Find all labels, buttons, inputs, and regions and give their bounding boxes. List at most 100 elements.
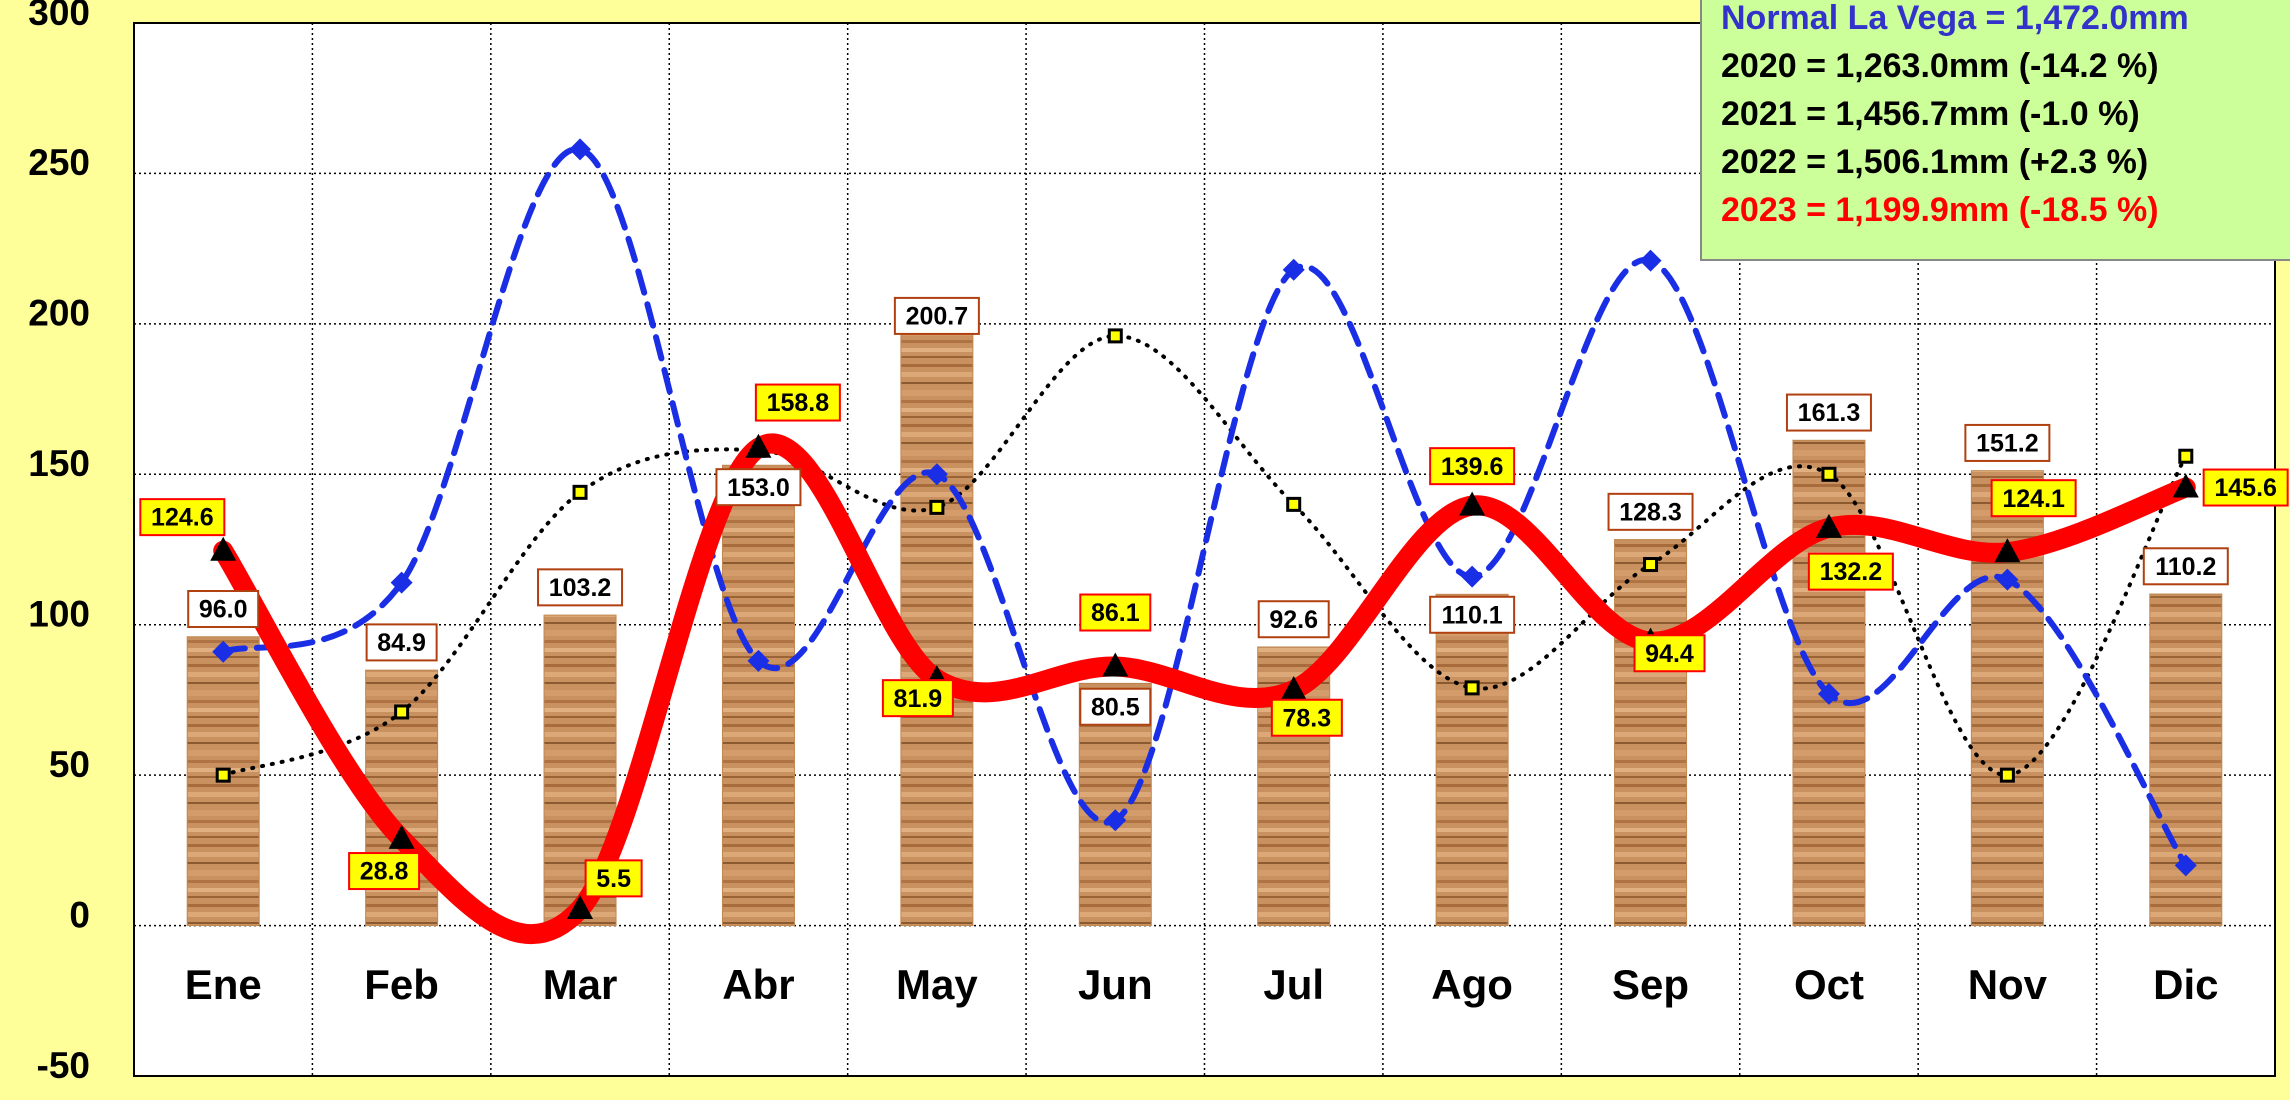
x-tick-label: Dic [2153, 961, 2218, 1008]
data-label-group: 92.6 [1257, 600, 1330, 639]
data-label-group: 103.2 [537, 568, 624, 607]
marker [1461, 565, 1484, 588]
y-tick-label: -50 [37, 1045, 90, 1086]
marker [390, 571, 413, 594]
annotation: 2022 = 1,506.1mm (+2.3 %) [1721, 143, 2148, 181]
data-label-box [1429, 447, 1516, 486]
marker [1817, 682, 1840, 705]
x-tick-label: Jul [1263, 961, 1324, 1008]
data-label: 80.5 [1091, 693, 1140, 721]
marker [572, 484, 588, 500]
data-label-box [1633, 634, 1706, 673]
marker [1999, 767, 2015, 783]
data-label: 124.1 [2002, 485, 2065, 513]
data-label-group: 161.3 [1785, 393, 1872, 432]
data-label: 151.2 [1976, 430, 2039, 458]
data-label-group: 28.8 [348, 852, 421, 891]
data-label: 145.6 [2214, 474, 2277, 502]
data-label-group: 139.6 [1429, 447, 1516, 486]
data-label: 132.2 [1820, 558, 1883, 586]
data-label-group: 158.8 [754, 383, 841, 422]
data-label-box [1964, 423, 2051, 462]
marker [2172, 473, 2199, 498]
data-label-box [139, 498, 226, 537]
x-tick-label: Jun [1078, 961, 1153, 1008]
x-tick-label: Ene [185, 961, 262, 1008]
data-label: 92.6 [1269, 606, 1318, 634]
data-label: 84.9 [377, 629, 426, 657]
marker [1107, 328, 1123, 344]
y-tick-label: 50 [49, 744, 90, 785]
data-label: 78.3 [1283, 704, 1332, 732]
data-label: 200.7 [906, 303, 969, 331]
y-tick-label: 100 [28, 593, 90, 634]
bar [721, 464, 795, 927]
data-label-group: 110.2 [2142, 547, 2229, 586]
data-label: 161.3 [1798, 399, 1861, 427]
marker [1994, 538, 2021, 563]
marker [747, 649, 770, 672]
y-tick-label: 0 [69, 894, 90, 935]
data-label: 86.1 [1091, 599, 1140, 627]
x-tick-label: Abr [722, 961, 794, 1008]
data-label-box [881, 679, 954, 718]
data-label: 110.1 [1442, 601, 1503, 629]
data-label-group: 128.3 [1607, 492, 1694, 531]
marker [1821, 466, 1837, 482]
data-label-group: 153.0 [715, 468, 802, 507]
marker [212, 640, 235, 663]
marker [1459, 491, 1486, 516]
data-label-group: 151.2 [1964, 423, 2051, 462]
data-label-box [1270, 698, 1343, 737]
y-tick-label: 300 [28, 0, 90, 33]
y-tick-label: 250 [28, 142, 90, 183]
marker [1643, 557, 1659, 573]
data-label: 28.8 [360, 858, 409, 886]
data-label-group: 124.1 [1990, 479, 2077, 518]
data-label-group: 200.7 [893, 296, 980, 335]
data-label: 153.0 [727, 474, 790, 502]
data-label: 5.5 [596, 865, 631, 893]
marker [1639, 249, 1662, 272]
marker [567, 895, 594, 920]
data-label-group: 86.1 [1079, 593, 1152, 632]
y-tick-label: 150 [28, 443, 90, 484]
data-label: 128.3 [1619, 498, 1682, 526]
marker [1996, 568, 2019, 591]
data-label-box [365, 623, 438, 662]
data-label-box [187, 590, 260, 629]
y-tick-label: 200 [28, 293, 90, 334]
bar [900, 321, 974, 927]
data-label-group: 81.9 [881, 679, 954, 718]
marker [210, 536, 237, 561]
data-label-box [2142, 547, 2229, 586]
data-label-box [1990, 479, 2077, 518]
legend-box [1700, 0, 2290, 261]
marker [1815, 513, 1842, 538]
data-label: 81.9 [894, 685, 943, 713]
marker [925, 463, 948, 486]
data-label-group: 78.3 [1270, 698, 1343, 737]
marker [745, 433, 772, 458]
annotation: 2020 = 1,263.0mm (-14.2 %) [1721, 47, 2159, 85]
marker [1102, 652, 1129, 677]
data-label: 124.6 [151, 504, 214, 532]
marker [2178, 448, 2194, 464]
x-tick-label: Feb [364, 961, 439, 1008]
data-label-box [1079, 687, 1152, 726]
data-label-box [1607, 492, 1694, 531]
data-label-group: 80.5 [1079, 687, 1152, 726]
data-label-group: 124.6 [139, 498, 226, 537]
data-label: 139.6 [1441, 453, 1504, 481]
data-label-box [1785, 393, 1872, 432]
data-label-box [1257, 600, 1330, 639]
marker [215, 767, 231, 783]
data-label: 94.4 [1645, 640, 1694, 668]
bar [1614, 539, 1688, 927]
data-label-box [2202, 468, 2289, 507]
x-tick-label: Sep [1612, 961, 1689, 1008]
data-label-box [715, 468, 802, 507]
data-label-box [1429, 595, 1516, 634]
data-label-group: 96.0 [187, 590, 260, 629]
